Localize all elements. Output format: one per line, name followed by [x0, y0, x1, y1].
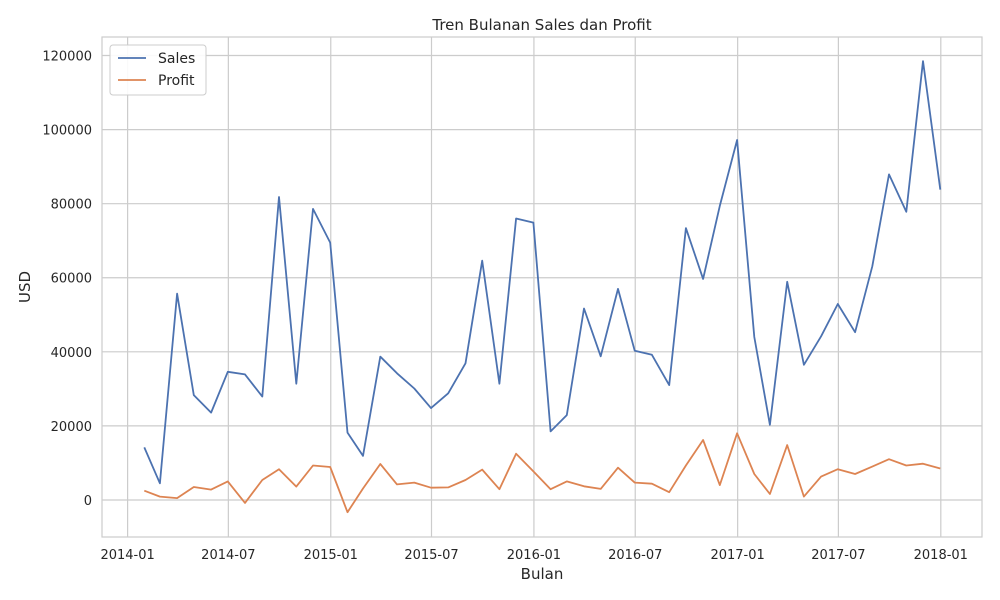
y-tick-label: 80000 — [51, 198, 92, 213]
legend: Sales Profit — [109, 44, 207, 96]
y-tick-label: 40000 — [51, 346, 92, 361]
y-axis-label: USD — [16, 271, 34, 303]
y-tick-labels: 0 20000 40000 60000 80000 100000 120000 — [42, 50, 92, 509]
x-axis-label: Bulan — [521, 565, 564, 583]
y-tick-label: 60000 — [51, 272, 92, 287]
x-tick-label: 2014-01 — [100, 548, 154, 563]
series-lines — [143, 60, 942, 514]
legend-label: Sales — [158, 51, 195, 67]
y-tick-label: 120000 — [42, 50, 92, 65]
x-tick-label: 2015-07 — [404, 548, 458, 563]
plot-background — [102, 37, 982, 537]
x-tick-label: 2018-01 — [914, 548, 968, 563]
legend-label: Profit — [158, 73, 195, 89]
x-tick-label: 2016-07 — [608, 548, 662, 563]
x-tick-label: 2014-07 — [201, 548, 255, 563]
plot-frame — [101, 36, 983, 538]
chart-title: Tren Bulanan Sales dan Profit — [431, 16, 651, 34]
grid — [102, 37, 982, 537]
y-tick-label: 100000 — [42, 124, 92, 139]
x-tick-label: 2017-01 — [710, 548, 764, 563]
x-tick-label: 2017-07 — [811, 548, 865, 563]
x-tick-label: 2016-01 — [507, 548, 561, 563]
x-tick-labels: 2014-01 2014-07 2015-01 2015-07 2016-01 2016-… — [100, 548, 968, 563]
x-tick-label: 2015-01 — [304, 548, 358, 563]
y-tick-label: 0 — [84, 494, 92, 509]
series-line-sales — [143, 60, 942, 485]
series-line-profit — [143, 432, 941, 514]
y-tick-label: 20000 — [51, 420, 92, 435]
